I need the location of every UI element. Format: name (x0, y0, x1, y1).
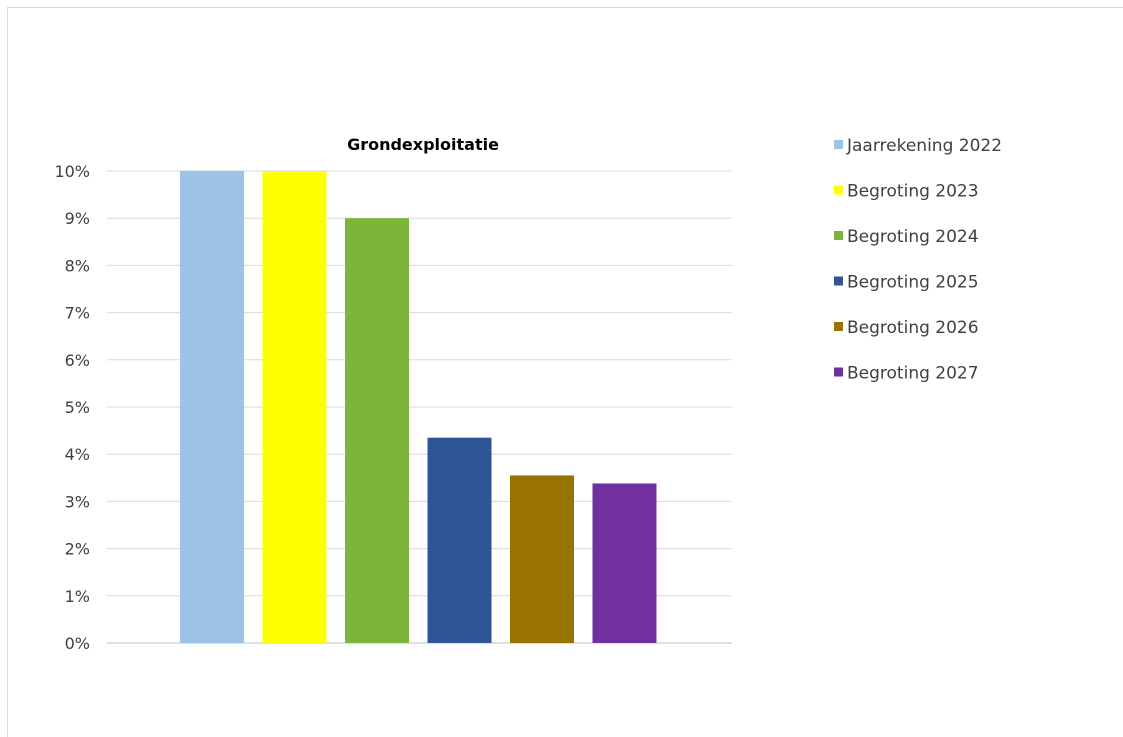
legend-swatch (834, 185, 843, 195)
legend: Jaarrekening 2022 Begroting 2023 Begroting… (834, 136, 1002, 384)
legend-item: Begroting 2025 (834, 273, 979, 293)
legend-item: Begroting 2024 (834, 227, 979, 247)
legend-label: Begroting 2024 (847, 227, 979, 247)
bar (262, 171, 327, 643)
y-tick-label: 1% (65, 587, 90, 606)
y-tick-label: 4% (65, 445, 90, 464)
chart-frame (7, 7, 1123, 737)
legend-item: Begroting 2027 (834, 364, 979, 384)
y-axis-ticks: 0% 1% 2% 3% 4% 5% 6% 7% 8% 9% 10% (54, 162, 90, 653)
y-tick-label: 2% (65, 540, 90, 559)
legend-label: Jaarrekening 2022 (846, 136, 1002, 156)
legend-label: Begroting 2026 (847, 318, 979, 338)
bar (510, 475, 574, 643)
bar (345, 218, 409, 643)
legend-item: Begroting 2023 (834, 182, 979, 202)
legend-swatch (834, 367, 843, 377)
bar (592, 483, 657, 643)
legend-label: Begroting 2025 (847, 273, 979, 293)
y-tick-label: 7% (65, 304, 90, 323)
y-tick-label: 3% (65, 492, 90, 511)
y-tick-label: 0% (65, 634, 90, 653)
y-tick-label: 8% (65, 256, 90, 275)
y-tick-label: 6% (65, 351, 90, 370)
legend-item: Jaarrekening 2022 (834, 136, 1002, 156)
legend-label: Begroting 2027 (847, 364, 979, 384)
bar (180, 171, 244, 643)
bars (180, 171, 657, 643)
legend-swatch (834, 140, 843, 149)
bar (427, 437, 492, 643)
y-tick-label: 5% (65, 398, 90, 417)
legend-label: Begroting 2023 (847, 182, 979, 202)
legend-swatch (834, 231, 843, 240)
legend-swatch (834, 322, 843, 331)
chart-title: Grondexploitatie (347, 135, 499, 154)
legend-swatch (834, 276, 843, 286)
y-tick-label: 10% (54, 162, 90, 181)
y-tick-label: 9% (65, 209, 90, 228)
legend-item: Begroting 2026 (834, 318, 979, 338)
